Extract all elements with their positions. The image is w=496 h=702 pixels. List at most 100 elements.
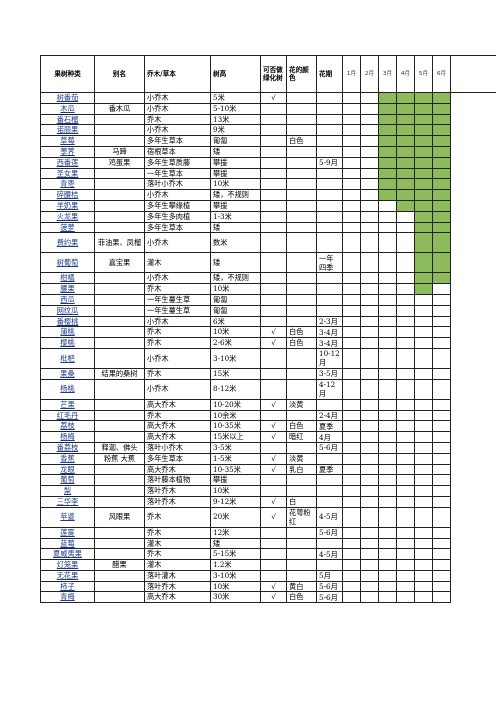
month-1-cell [342,591,361,604]
month-3-cell [378,367,397,380]
height-cell: 矮 [210,221,261,234]
row-end-cell [451,103,496,114]
fruit-name-cell[interactable]: 香蕉 [40,452,95,465]
fruit-name-cell[interactable]: 杨梅 [40,431,95,443]
fruit-tree-sheet: 果 果树种类 别名 乔木/草本 树高 可否做绿化树 花的颜色 花期 1月 2月 … [40,45,496,604]
fruit-name-cell[interactable]: 荸荠 [40,145,95,158]
month-1-cell [342,92,361,104]
fruit-name-cell[interactable]: 夏威夷果 [40,548,95,561]
alias-cell [94,210,145,223]
height-cell: 矮，不规则 [210,189,261,201]
fruit-name-cell[interactable]: 树葡萄 [40,252,95,274]
fruit-name-cell[interactable]: 网纹瓜 [40,304,95,317]
height-cell: 30米 [210,591,261,604]
month-2-cell [360,463,379,476]
fruit-name-cell[interactable]: 羊奶果 [40,199,95,212]
month-2-cell [360,167,379,180]
month-1-cell [342,113,361,126]
fruit-name-cell[interactable]: 莲雾 [40,526,95,539]
height-cell: 12米 [210,526,261,539]
month-4-cell [396,431,415,443]
fruit-name-cell[interactable]: 无花果 [40,569,95,582]
fruit-name-cell[interactable]: 三华李 [40,495,95,508]
alias-cell [94,293,145,306]
month-5-cell [414,199,433,212]
fruit-name-cell[interactable]: 火龙果 [40,210,95,223]
height-cell: 3-10米 [210,569,261,582]
fruit-name-cell[interactable]: 番樱桃 [40,315,95,328]
height-cell: 5-15米 [210,548,261,561]
table-row: 荔枝 高大乔木 10-35米 √ 白色 夏季 [40,420,496,433]
table-row: 腰果 乔木 10米 [40,283,496,295]
alias-cell: 结果的桑树 [94,367,145,380]
bloom-cell: 夏季 [316,463,343,476]
month-3-cell [378,272,397,285]
fruit-name-cell[interactable]: 青枣 [40,178,95,191]
month-3-cell [378,199,397,212]
month-1-cell [342,474,361,487]
table-row: 杨梅 高大乔木 15米以上 √ 暗红 4月 [40,431,496,443]
month-5-cell [414,145,433,158]
row-end-cell [451,453,496,464]
month-4-cell [396,102,415,115]
flower-color-cell: 黄白 [286,580,317,593]
fruit-name-cell[interactable]: 果桑 [40,367,95,380]
fruit-name-cell[interactable]: 诺丽果 [40,124,95,137]
month-5-cell [414,283,433,295]
fruit-name-cell[interactable]: 苹婆 [40,506,95,528]
fruit-name-cell[interactable]: 木瓜 [40,102,95,115]
fruit-name-cell[interactable]: 柑橘 [40,272,95,285]
fruit-name-cell[interactable]: 腰果 [40,283,95,295]
fruit-name-cell[interactable]: 樱桃 [40,337,95,349]
row-end-cell [451,432,496,443]
fruit-name-cell[interactable]: 芒果 [40,398,95,411]
height-cell: 15米以上 [210,431,261,443]
month-4-cell [396,113,415,126]
fruit-name-cell[interactable]: 草莓 [40,135,95,147]
month-1-cell [342,304,361,317]
alias-cell [94,221,145,234]
fruit-name-cell[interactable]: 青梅 [40,591,95,604]
fruit-name-cell[interactable]: 树番茄 [40,92,95,104]
row-end-cell [451,93,496,104]
flower-color-cell [286,347,317,369]
month-1-header: 1月 [342,55,361,93]
fruit-name-cell[interactable]: 柿子 [40,580,95,593]
fruit-name-cell[interactable]: 灯笼果 [40,559,95,571]
evergreen-cell [260,347,287,369]
month-6-cell [431,189,452,201]
fruit-name-cell[interactable]: 菠萝 [40,221,95,234]
fruit-name-cell[interactable]: 荔枝 [40,420,95,433]
fruit-name-cell[interactable]: 红毛丹 [40,409,95,422]
month-6-cell [431,113,452,126]
fruit-name-cell[interactable]: 圣女果 [40,167,95,180]
month-6-cell [431,495,452,508]
fruit-name-cell[interactable]: 费约果 [40,232,95,254]
height-cell: 10米 [210,485,261,497]
month-5-cell [414,367,433,380]
fruit-name-cell[interactable]: 蒲桃 [40,326,95,339]
evergreen-cell: √ [260,398,287,411]
table-row: 柑橘 小乔木 矮，不规则 [40,272,496,285]
month-2-cell [360,559,379,571]
fruit-name-cell[interactable]: 番荔枝 [40,441,95,454]
fruit-name-cell[interactable]: 蓝莓 [40,537,95,550]
month-5-cell [414,315,433,328]
fruit-name-cell[interactable]: 葡萄 [40,474,95,487]
fruit-name-cell[interactable]: 番石榴 [40,113,95,126]
height-cell: 10-35米 [210,420,261,433]
fruit-name-cell[interactable]: 龙眼 [40,463,95,476]
table-row: 菠萝 多年生草本矮 [40,221,496,234]
row-end-cell [451,368,496,379]
fruit-name-cell[interactable]: 杨桃 [40,378,95,400]
row-end-cell [451,253,496,273]
fruit-name-cell[interactable]: 西番莲 [40,156,95,169]
fruit-name-cell[interactable]: 西瓜 [40,293,95,306]
fruit-name-cell[interactable]: 梨 [40,485,95,497]
month-5-cell [414,210,433,223]
month-5-cell [414,347,433,369]
fruit-name-cell[interactable]: 碎腰桔 [40,189,95,201]
fruit-name-cell[interactable]: 枇杷 [40,347,95,369]
month-5-cell [414,124,433,137]
evergreen-cell [260,409,287,422]
